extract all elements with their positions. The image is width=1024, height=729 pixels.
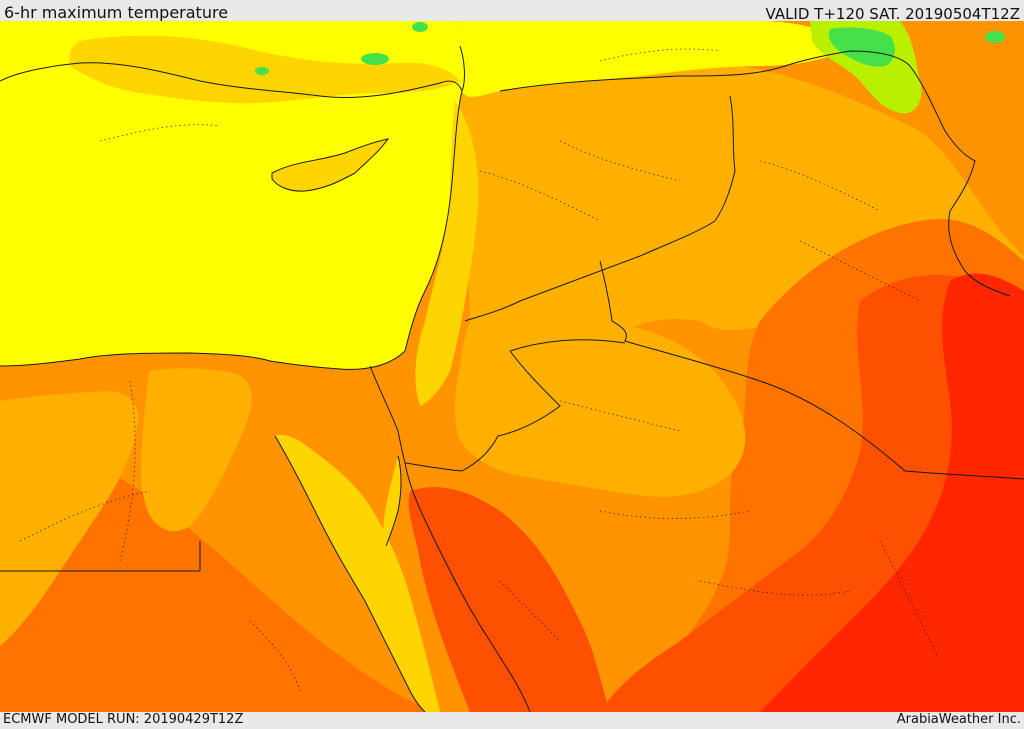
iraq-internal-1 <box>759 160 881 212</box>
border-syria-iraq <box>464 220 716 322</box>
border-syria-iraq-north <box>714 95 736 222</box>
internal-borders <box>19 48 941 692</box>
credit-label: ArabiaWeather Inc. <box>896 712 1021 727</box>
coast-red-sea-east <box>404 462 531 712</box>
coast-cyprus <box>271 138 390 192</box>
coast-north-africa <box>0 350 406 370</box>
temp-band-red-far-east <box>760 273 1024 712</box>
border-jordan-saudi <box>404 350 561 472</box>
egypt-internal-2 <box>19 490 151 542</box>
egypt-west-light-zone <box>0 391 139 646</box>
coast-red-sea-west <box>274 435 426 712</box>
red-sea-zone <box>275 434 440 712</box>
syria-jordan-zone <box>454 321 746 497</box>
gulf-of-aqaba <box>383 456 401 546</box>
cool-spot-northeast-core <box>828 27 895 67</box>
cool-spot-turkey-3 <box>255 67 269 75</box>
valid-time-label: VALID T+120 SAT. 20190504T12Z <box>765 5 1020 23</box>
model-run-label: ECMWF MODEL RUN: 20190429T12Z <box>3 712 244 727</box>
coast-levant <box>404 45 465 352</box>
temperature-map-svg[interactable] <box>0 21 1024 712</box>
mediterranean-sea <box>0 21 468 370</box>
temperature-map[interactable] <box>0 21 1024 712</box>
saudi-internal-1 <box>559 400 681 432</box>
temp-band-deep-orange-south <box>0 441 440 712</box>
border-turkey-south <box>499 50 911 92</box>
political-borders <box>0 45 1024 712</box>
border-egypt-israel <box>369 365 406 464</box>
coast-gulf-aqaba <box>385 455 402 547</box>
border-jordan-iraq <box>509 339 626 352</box>
temp-band-red-orange-sinai-south <box>408 487 610 712</box>
cool-spot-turkey-1 <box>361 53 389 65</box>
iraq-internal-2 <box>799 240 921 302</box>
syria-internal-2 <box>479 170 601 222</box>
anatolia-yellow-band <box>455 21 850 97</box>
cool-spot-turkey-2 <box>412 22 428 32</box>
turkey-internal-2 <box>599 48 721 62</box>
levant-coast-strip <box>415 101 479 406</box>
nile-delta-zone <box>140 368 252 532</box>
saudi-internal-4 <box>879 540 941 662</box>
coast-turkey <box>0 62 463 98</box>
egypt-internal-1 <box>119 380 136 562</box>
map-title: 6-hr maximum temperature <box>4 3 229 22</box>
cool-spot-small-east <box>985 31 1005 43</box>
border-iraq-iran-south <box>948 210 1011 297</box>
border-iraq-iran-north <box>909 65 976 212</box>
syria-internal-1 <box>559 140 681 182</box>
border-iraq-saudi <box>599 260 1024 480</box>
turkey-internal-1 <box>99 124 221 142</box>
egypt-internal-3 <box>249 620 301 692</box>
